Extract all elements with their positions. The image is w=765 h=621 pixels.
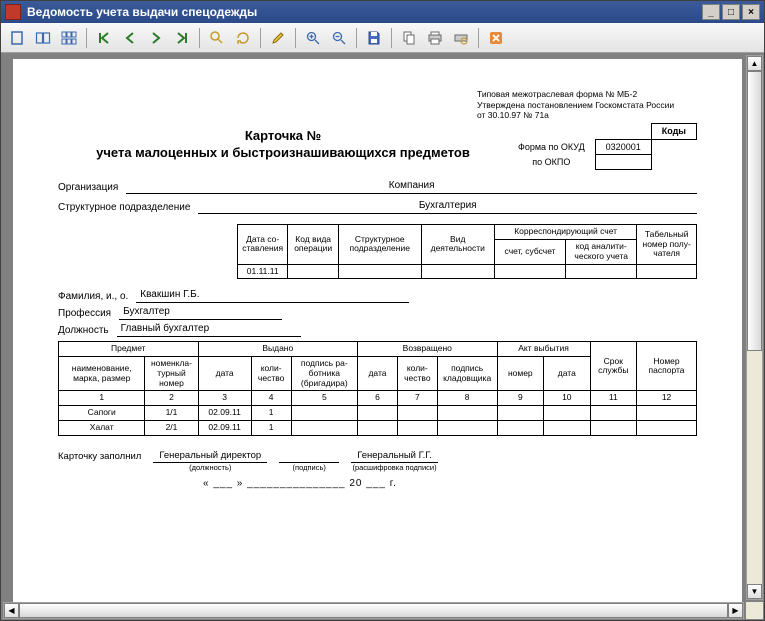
person-row: Фамилия, и., о. Квакшин Г.Б. <box>58 289 409 303</box>
window-buttons: _ □ × <box>702 4 760 20</box>
first-page-icon[interactable] <box>92 26 116 50</box>
col-number-row: 1 2 3 4 5 6 7 8 9 10 11 12 <box>59 391 697 406</box>
profession-row: Профессия Бухгалтер <box>58 306 282 320</box>
zoom-in-icon[interactable] <box>301 26 325 50</box>
toolbar-separator <box>295 28 296 48</box>
search-icon[interactable] <box>205 26 229 50</box>
dept-value: Бухгалтерия <box>198 200 697 214</box>
scroll-thumb[interactable] <box>19 603 728 618</box>
main-table: Предмет Выдано Возвращено Акт выбытия Ср… <box>58 341 697 435</box>
org-label: Организация <box>58 182 126 194</box>
dept-row: Структурное подразделение Бухгалтерия <box>58 200 697 214</box>
codes-label: Коды <box>651 123 696 139</box>
print-preview-icon[interactable] <box>449 26 473 50</box>
table-row: Халат 2/1 02.09.11 1 <box>59 420 697 435</box>
form-note: Типовая межотраслевая форма № МБ-2 Утвер… <box>477 89 697 121</box>
scroll-corner <box>746 602 763 619</box>
sig-sign: (подпись) <box>279 450 339 472</box>
toolbar-separator <box>199 28 200 48</box>
next-page-icon[interactable] <box>144 26 168 50</box>
scroll-right-icon[interactable]: ▶ <box>728 603 743 618</box>
toolbar-separator <box>391 28 392 48</box>
table-row: Сапоги 1/1 02.09.11 1 <box>59 406 697 421</box>
toolbar <box>1 23 764 53</box>
minimize-button[interactable]: _ <box>702 4 720 20</box>
okud-label: Форма по ОКУД <box>508 139 595 155</box>
save-icon[interactable] <box>362 26 386 50</box>
titlebar: Ведомость учета выдачи спецодежды _ □ × <box>1 1 764 23</box>
okpo-value <box>595 155 651 170</box>
scroll-left-icon[interactable]: ◀ <box>4 603 19 618</box>
window-title: Ведомость учета выдачи спецодежды <box>27 5 702 19</box>
app-icon <box>5 4 21 20</box>
dept-label: Структурное подразделение <box>58 202 198 214</box>
document-page: Типовая межотраслевая форма № МБ-2 Утвер… <box>13 59 742 614</box>
date-placeholder: « ___ » _______________ 20 ___ г. <box>203 478 697 490</box>
codes-box: Коды Форма по ОКУД0320001 по ОКПО <box>508 123 697 170</box>
scroll-up-icon[interactable]: ▲ <box>747 56 762 71</box>
app-window: Ведомость учета выдачи спецодежды _ □ × <box>0 0 765 621</box>
toolbar-separator <box>478 28 479 48</box>
refresh-icon[interactable] <box>231 26 255 50</box>
multi-page-icon[interactable] <box>57 26 81 50</box>
prev-page-icon[interactable] <box>118 26 142 50</box>
two-page-icon[interactable] <box>31 26 55 50</box>
zoom-out-icon[interactable] <box>327 26 351 50</box>
toolbar-separator <box>260 28 261 48</box>
print-icon[interactable] <box>423 26 447 50</box>
last-page-icon[interactable] <box>170 26 194 50</box>
scroll-thumb[interactable] <box>747 71 762 351</box>
toolbar-separator <box>356 28 357 48</box>
close-doc-icon[interactable] <box>484 26 508 50</box>
position-row: Должность Главный бухгалтер <box>58 323 301 337</box>
horizontal-scrollbar[interactable]: ◀ ▶ <box>3 602 744 619</box>
page-scroll-wrap: Типовая межотраслевая форма № МБ-2 Утвер… <box>13 59 742 614</box>
org-value: Компания <box>126 180 697 194</box>
sig-position: Генеральный директор (должность) <box>153 450 267 472</box>
copy-icon[interactable] <box>397 26 421 50</box>
scroll-down-icon[interactable]: ▼ <box>747 584 762 599</box>
okpo-label: по ОКПО <box>508 155 595 170</box>
toolbar-separator <box>86 28 87 48</box>
close-button[interactable]: × <box>742 4 760 20</box>
vertical-scrollbar[interactable]: ▲ ▼ <box>746 55 763 600</box>
okud-value: 0320001 <box>595 139 651 155</box>
edit-icon[interactable] <box>266 26 290 50</box>
org-row: Организация Компания <box>58 180 697 194</box>
maximize-button[interactable]: □ <box>722 4 740 20</box>
sig-name: Генеральный Г.Г. (расшифровка подписи) <box>351 450 438 472</box>
single-page-icon[interactable] <box>5 26 29 50</box>
content-area: Типовая межотраслевая форма № МБ-2 Утвер… <box>1 53 764 620</box>
signature-row: Карточку заполнил Генеральный директор (… <box>58 450 697 472</box>
header-mini-table: Дата со­ста­вления Код вида операции Стр… <box>237 224 697 279</box>
